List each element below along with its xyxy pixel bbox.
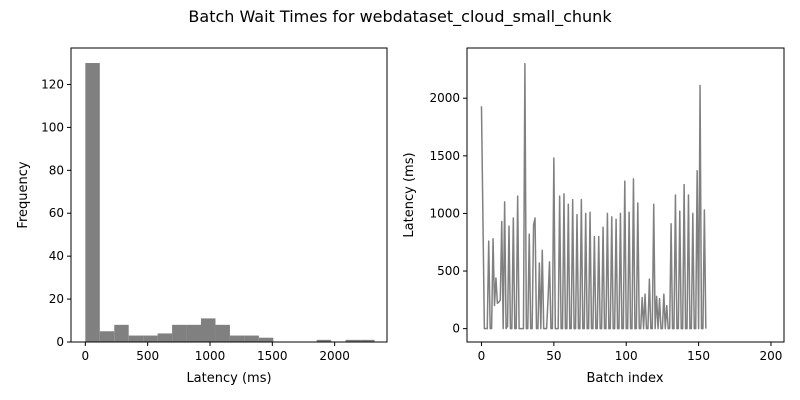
histogram-y-tick-label-1: 20 bbox=[49, 292, 64, 306]
histogram-bar-7 bbox=[186, 324, 202, 342]
line-series-0 bbox=[480, 62, 707, 330]
histogram-x-axis-label: Latency (ms) bbox=[186, 371, 271, 386]
line-x-axis-label: Batch index bbox=[586, 371, 663, 386]
histogram-bar-19 bbox=[360, 339, 375, 342]
line-series-group bbox=[480, 62, 707, 330]
histogram-bar-8 bbox=[201, 318, 216, 342]
histogram-bar-18 bbox=[345, 339, 361, 342]
line-panel: 0 50 100 150 200 0 500 1000 1500 2000 Batch inde… bbox=[402, 47, 785, 386]
line-y-tick-label-2: 1000 bbox=[429, 206, 460, 220]
histogram-axes-frame bbox=[70, 47, 388, 343]
line-x-tick-label-3: 150 bbox=[687, 349, 710, 363]
histogram-bar-0 bbox=[85, 63, 100, 343]
histogram-bar-3 bbox=[128, 335, 144, 342]
histogram-bar-9 bbox=[215, 324, 230, 342]
line-x-ticks: 0 50 100 150 200 bbox=[478, 342, 783, 363]
histogram-y-tick-label-5: 100 bbox=[41, 120, 64, 134]
histogram-x-tick-label-1: 500 bbox=[136, 349, 159, 363]
line-axes-frame bbox=[466, 47, 785, 343]
histogram-y-tick-label-3: 60 bbox=[49, 206, 64, 220]
histogram-bar-6 bbox=[172, 324, 187, 342]
histogram-y-ticks: 0 20 40 60 80 100 120 bbox=[41, 77, 71, 349]
histogram-y-tick-label-0: 0 bbox=[56, 335, 64, 349]
line-x-tick-label-4: 200 bbox=[760, 349, 783, 363]
figure-title: Batch Wait Times for webdataset_cloud_sm… bbox=[188, 7, 612, 27]
histogram-x-ticks: 0 500 1000 1500 2000 bbox=[82, 342, 350, 363]
line-y-tick-label-0: 0 bbox=[452, 322, 460, 336]
histogram-bar-11 bbox=[244, 335, 259, 342]
histogram-y-tick-label-6: 120 bbox=[41, 77, 64, 91]
histogram-bar-10 bbox=[229, 335, 245, 342]
histogram-bar-12 bbox=[258, 337, 274, 342]
histogram-panel: 0 500 1000 1500 2000 0 20 40 60 80 100 120 Latency… bbox=[16, 47, 388, 386]
line-y-axis-label: Latency (ms) bbox=[402, 152, 417, 237]
histogram-x-tick-label-4: 2000 bbox=[319, 349, 350, 363]
histogram-y-tick-label-2: 40 bbox=[49, 249, 64, 263]
line-x-tick-label-1: 50 bbox=[546, 349, 561, 363]
histogram-bars bbox=[85, 63, 375, 343]
line-y-tick-label-4: 2000 bbox=[429, 91, 460, 105]
line-y-tick-label-1: 500 bbox=[437, 264, 460, 278]
histogram-y-tick-label-4: 80 bbox=[49, 163, 64, 177]
histogram-bar-1 bbox=[99, 331, 115, 342]
line-x-tick-label-2: 100 bbox=[615, 349, 638, 363]
histogram-y-axis-label: Frequency bbox=[16, 161, 31, 228]
histogram-bar-4 bbox=[143, 335, 158, 342]
histogram-x-tick-label-3: 1500 bbox=[257, 349, 288, 363]
histogram-x-tick-label-2: 1000 bbox=[195, 349, 226, 363]
histogram-x-tick-label-0: 0 bbox=[82, 349, 90, 363]
histogram-bar-16 bbox=[316, 339, 332, 342]
line-x-tick-label-0: 0 bbox=[478, 349, 486, 363]
histogram-bar-2 bbox=[114, 324, 129, 342]
line-y-tick-label-3: 1500 bbox=[429, 149, 460, 163]
histogram-bar-5 bbox=[157, 333, 173, 342]
line-y-ticks: 0 500 1000 1500 2000 bbox=[429, 91, 467, 336]
